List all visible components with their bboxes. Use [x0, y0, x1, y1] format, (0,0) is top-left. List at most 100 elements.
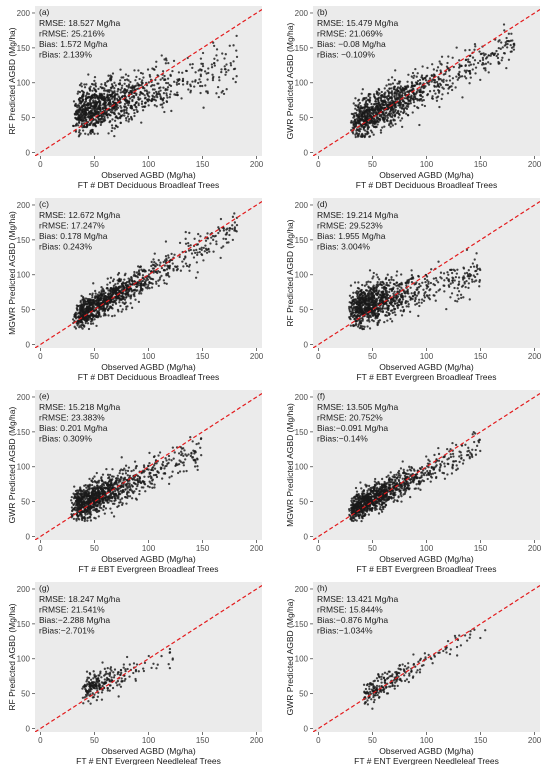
scatter-point [98, 291, 101, 294]
scatter-point [482, 52, 485, 55]
scatter-point [416, 99, 419, 102]
scatter-point [189, 436, 192, 439]
scatter-point [73, 325, 76, 328]
scatter-point [497, 62, 500, 65]
scatter-point [171, 262, 174, 265]
scatter-point [123, 278, 126, 281]
scatter-point [89, 303, 92, 307]
scatter-point [139, 265, 142, 268]
scatter-point [218, 79, 221, 82]
scatter-point [176, 471, 180, 475]
scatter-point [472, 274, 475, 277]
scatter-point [116, 273, 120, 276]
scatter-point [107, 289, 110, 292]
scatter-point [184, 242, 188, 245]
scatter-point [389, 125, 392, 128]
scatter-point [109, 74, 112, 77]
scatter-point [499, 47, 502, 50]
scatter-point [115, 105, 118, 108]
scatter-point [371, 319, 374, 322]
scatter-point [207, 248, 210, 251]
scatter-point [107, 314, 110, 317]
scatter-point [117, 117, 120, 120]
scatter-point [184, 453, 187, 456]
scatter-point [78, 304, 82, 307]
scatter-point [225, 88, 228, 91]
scatter-point [119, 91, 122, 94]
scatter-point [91, 107, 94, 111]
scatter-point [133, 280, 137, 283]
scatter-point [380, 113, 383, 116]
scatter-point [109, 286, 113, 290]
scatter-point [120, 310, 123, 313]
scatter-point [209, 242, 212, 245]
scatter-point [112, 101, 116, 105]
scatter-point [348, 308, 351, 312]
scatter-point [456, 300, 459, 303]
scatter-point [129, 80, 132, 84]
scatter-point [393, 290, 396, 293]
scatter-point [82, 91, 86, 94]
scatter-point [479, 268, 482, 272]
scatter-point [228, 44, 231, 47]
scatter-point [403, 97, 407, 100]
scatter-point [469, 76, 472, 79]
scatter-point [128, 485, 132, 489]
scatter-point [379, 283, 382, 286]
scatter-point [421, 95, 424, 99]
scatter-point [177, 452, 181, 455]
scatter-point [349, 324, 352, 327]
scatter-point [428, 90, 432, 93]
scatter-point [418, 94, 422, 97]
scatter-point [171, 446, 175, 449]
scatter-point [510, 32, 513, 35]
scatter-point [106, 473, 110, 476]
scatter-point [200, 62, 203, 65]
scatter-point [89, 114, 92, 118]
scatter-point [368, 320, 371, 323]
scatter-point [90, 94, 93, 98]
scatter-point [367, 111, 370, 114]
scatter-point [79, 312, 82, 315]
scatter-point [373, 120, 376, 123]
scatter-point [116, 282, 119, 285]
plot-marks [35, 200, 262, 348]
scatter-point [458, 70, 461, 74]
scatter-point [148, 73, 151, 77]
scatter-point [189, 454, 193, 458]
scatter-point [184, 69, 188, 73]
scatter-point [410, 273, 414, 277]
scatter-point [233, 212, 236, 215]
scatter-point [111, 90, 114, 93]
scatter-point [95, 302, 98, 305]
scatter-point [101, 305, 105, 308]
scatter-point [400, 273, 403, 276]
scatter-point [98, 309, 101, 312]
scatter-point [111, 314, 114, 318]
scatter-point [449, 296, 452, 299]
scatter-point [489, 54, 492, 57]
scatter-point [375, 117, 379, 120]
scatter-point [105, 112, 108, 115]
scatter-point [163, 467, 166, 470]
scatter-point [194, 276, 198, 279]
scatter-point [362, 301, 365, 304]
scatter-point [153, 260, 156, 264]
scatter-point [377, 296, 380, 300]
scatter-point [350, 302, 353, 305]
scatter-point [189, 63, 192, 66]
scatter-point [109, 103, 113, 106]
scatter-point [154, 265, 157, 268]
scatter-point [144, 101, 147, 104]
scatter-point [101, 307, 104, 310]
scatter-point [400, 314, 404, 317]
scatter-point [383, 87, 386, 90]
scatter-point [200, 246, 203, 249]
scatter-point [110, 83, 114, 86]
scatter-point [92, 304, 95, 307]
scatter-point [148, 485, 151, 489]
scatter-point [354, 324, 357, 327]
scatter-point [355, 290, 359, 293]
scatter-point [395, 91, 398, 94]
